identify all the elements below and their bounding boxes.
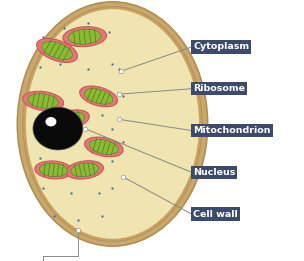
Ellipse shape xyxy=(40,163,68,177)
Ellipse shape xyxy=(17,2,208,246)
Ellipse shape xyxy=(36,38,78,62)
Ellipse shape xyxy=(85,89,113,104)
Ellipse shape xyxy=(57,112,85,127)
Ellipse shape xyxy=(85,137,123,157)
Ellipse shape xyxy=(68,29,101,44)
Ellipse shape xyxy=(53,110,89,129)
Ellipse shape xyxy=(66,161,103,179)
Ellipse shape xyxy=(26,9,199,239)
Text: Cytoplasm: Cytoplasm xyxy=(193,43,249,51)
Ellipse shape xyxy=(71,163,99,177)
Circle shape xyxy=(45,117,57,126)
Ellipse shape xyxy=(80,86,118,107)
Circle shape xyxy=(33,107,83,150)
Text: Nucleus: Nucleus xyxy=(193,168,235,177)
Ellipse shape xyxy=(63,27,107,47)
Ellipse shape xyxy=(35,161,72,179)
Ellipse shape xyxy=(42,41,72,60)
Text: Cell wall: Cell wall xyxy=(193,210,238,218)
Ellipse shape xyxy=(23,7,202,241)
Ellipse shape xyxy=(23,91,64,111)
Ellipse shape xyxy=(89,140,118,154)
Text: Ribosome: Ribosome xyxy=(193,84,245,93)
Text: Mitochondrion: Mitochondrion xyxy=(193,126,271,135)
Ellipse shape xyxy=(28,94,58,108)
